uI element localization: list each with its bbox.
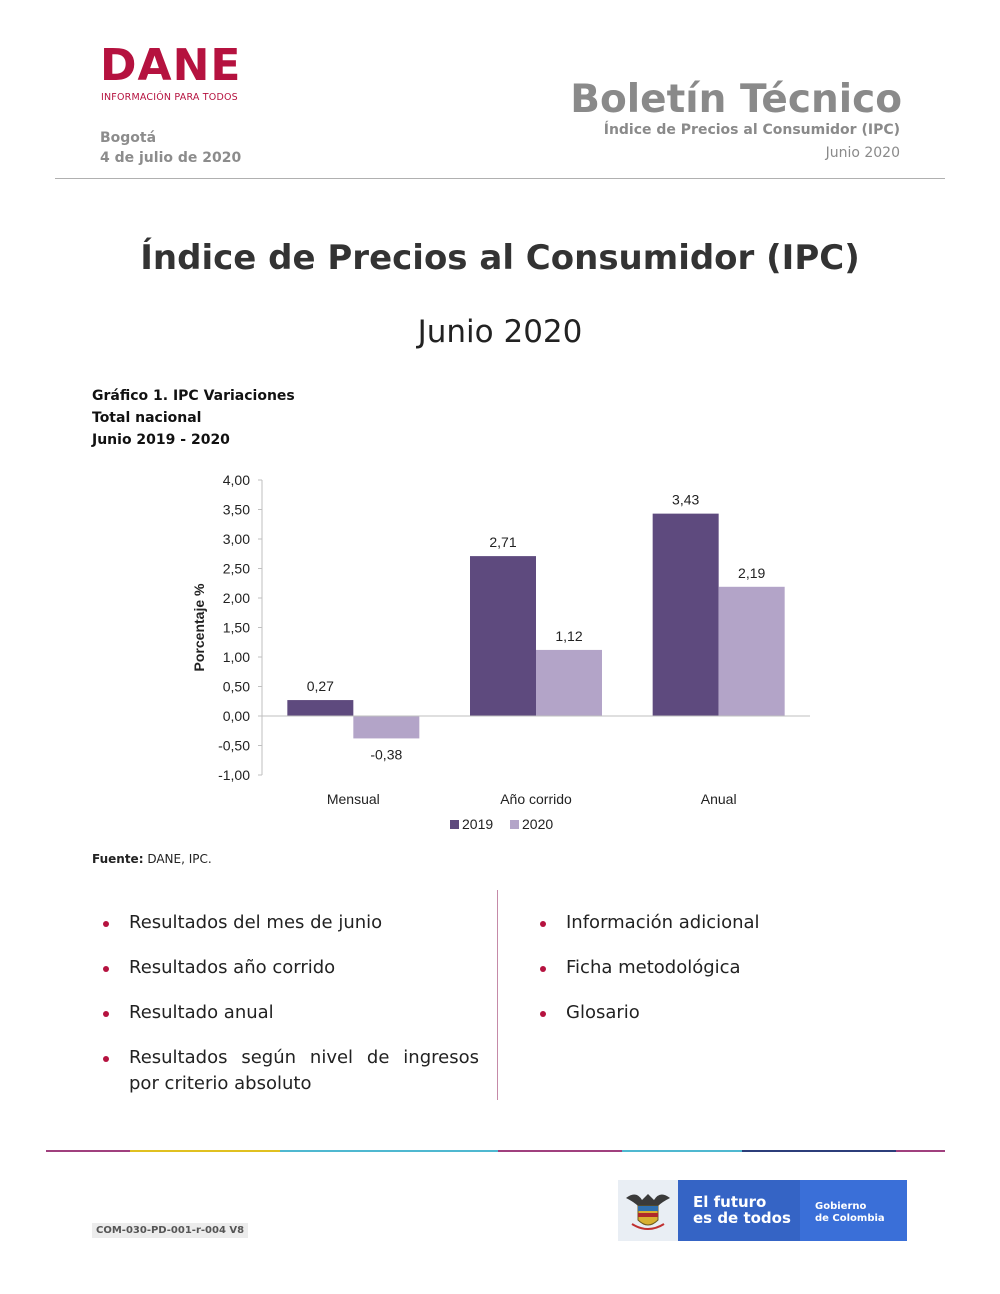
bar-2020 (536, 649, 602, 716)
dane-logo: DANE (100, 40, 242, 91)
page-title: Índice de Precios al Consumidor (IPC) (140, 238, 860, 278)
bullet-icon (103, 921, 109, 927)
list-item: Glosario (530, 1000, 910, 1026)
data-label: -0,38 (370, 746, 402, 762)
gov-name-line-1: Gobierno (815, 1201, 867, 1212)
list-item-label: Resultados según nivel de ingresos por c… (129, 1047, 479, 1094)
header-location-date: Bogotá 4 de julio de 2020 (100, 128, 241, 168)
footer-stripe-segment (896, 1150, 945, 1152)
gov-name-line-2: de Colombia (815, 1213, 885, 1224)
document-code: COM-030-PD-001-r-004 V8 (92, 1223, 249, 1238)
government-banner: El futuro es de todos Gobierno de Colomb… (618, 1180, 907, 1241)
contents-divider (497, 890, 498, 1100)
source-label: Fuente: (92, 852, 144, 866)
list-item-label: Resultados año corrido (129, 957, 336, 978)
footer-stripe-segment (46, 1150, 130, 1152)
x-category-label: Anual (701, 791, 737, 807)
y-tick-label: 1,00 (223, 649, 250, 665)
footer-stripe-segment (622, 1150, 742, 1152)
y-tick-label: -1,00 (218, 767, 250, 783)
gov-slogan: El futuro es de todos (678, 1180, 800, 1241)
header-date: 4 de julio de 2020 (100, 150, 242, 166)
y-tick-label: 3,00 (223, 531, 250, 547)
bar-2019 (470, 556, 536, 716)
bar-2019 (652, 513, 719, 716)
data-label: 0,27 (307, 678, 334, 694)
page-subtitle-month: Junio 2020 (417, 314, 583, 350)
gov-slogan-line-1: El futuro (693, 1193, 767, 1211)
contents-list-left: Resultados del mes de junio Resultados a… (93, 910, 479, 1116)
y-tick-label: 0,00 (223, 708, 250, 724)
list-item: Resultados del mes de junio (93, 910, 479, 936)
chart-caption-line-1: Gráfico 1. IPC Variaciones (92, 388, 295, 404)
bar-2020 (353, 716, 420, 739)
list-item: Resultado anual (93, 1000, 479, 1026)
footer-stripe-segment (498, 1150, 622, 1152)
bulletin-title: Boletín Técnico (570, 77, 902, 122)
gov-slogan-line-2: es de todos (693, 1209, 791, 1227)
colombia-coat-of-arms-icon (618, 1180, 678, 1241)
y-axis-label: Porcentaje % (191, 583, 207, 671)
list-item-label: Ficha metodológica (566, 957, 741, 978)
bullet-icon (540, 966, 546, 972)
data-label: 2,19 (738, 565, 765, 581)
header-divider (55, 178, 945, 179)
legend-label: 2020 (522, 816, 553, 832)
y-tick-label: 4,00 (223, 472, 250, 488)
chart-caption-line-2: Total nacional (92, 410, 202, 426)
x-category-label: Mensual (327, 791, 380, 807)
bullet-icon (540, 921, 546, 927)
gov-slogan-text: El futuro es de todos (693, 1194, 791, 1226)
chart-caption: Gráfico 1. IPC Variaciones Total naciona… (92, 385, 295, 451)
y-tick-label: 1,50 (223, 620, 250, 636)
legend-label: 2019 (462, 816, 493, 832)
list-item: Ficha metodológica (530, 955, 910, 981)
y-tick-label: 2,00 (223, 590, 250, 606)
source-text: DANE, IPC. (143, 852, 212, 866)
list-item-label: Resultado anual (129, 1002, 274, 1023)
bullet-icon (540, 1011, 546, 1017)
legend-swatch (450, 820, 459, 829)
bulletin-month: Junio 2020 (825, 145, 900, 161)
list-item: Resultados año corrido (93, 955, 479, 981)
footer-stripe-segment (130, 1150, 280, 1152)
x-category-label: Año corrido (500, 791, 572, 807)
y-tick-label: -0,50 (218, 738, 250, 754)
bar-2019 (287, 700, 354, 716)
legend-swatch (510, 820, 519, 829)
gov-name-text: Gobierno de Colombia (815, 1201, 885, 1225)
list-item-label: Información adicional (566, 912, 760, 933)
gov-name: Gobierno de Colombia (800, 1180, 907, 1241)
data-label: 1,12 (555, 628, 582, 644)
data-label: 2,71 (489, 534, 516, 550)
bullet-icon (103, 1056, 109, 1062)
y-tick-label: 3,50 (223, 502, 250, 518)
header-city: Bogotá (100, 130, 157, 146)
data-label: 3,43 (672, 492, 699, 508)
chart-source: Fuente: DANE, IPC. (92, 852, 212, 866)
bulletin-subtitle: Índice de Precios al Consumidor (IPC) (603, 122, 900, 138)
list-item: Información adicional (530, 910, 910, 936)
y-tick-label: 2,50 (223, 561, 250, 577)
list-item-label: Resultados del mes de junio (129, 912, 383, 933)
bullet-icon (103, 966, 109, 972)
dane-logo-tagline: INFORMACIÓN PARA TODOS (101, 92, 238, 103)
footer-stripe-segment (742, 1150, 896, 1152)
bar-2020 (718, 586, 785, 716)
footer-stripe-segment (280, 1150, 498, 1152)
chart-caption-line-3: Junio 2019 - 2020 (92, 432, 230, 448)
y-tick-label: 0,50 (223, 679, 250, 695)
contents-list-right: Información adicional Ficha metodológica… (530, 910, 910, 1045)
list-item-label: Glosario (566, 1002, 640, 1023)
list-item: Resultados según nivel de ingresos por c… (93, 1045, 479, 1097)
ipc-variation-chart: 4,00 3,50 3,00 2,50 2,00 1,50 1,00 0,50 0,00 -0,5… (191, 472, 810, 832)
bullet-icon (103, 1011, 109, 1017)
